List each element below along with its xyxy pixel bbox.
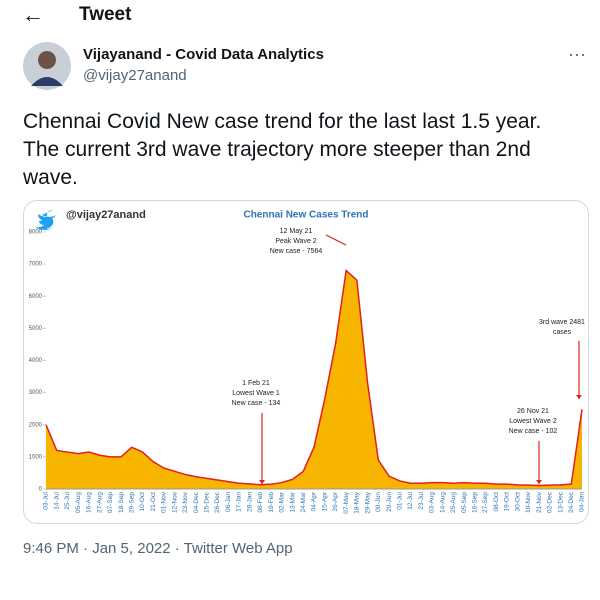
annotation: Peak Wave 2	[275, 238, 316, 245]
x-tick-label: 01-Nov	[161, 491, 168, 513]
x-tick-label: 15-Apr	[321, 491, 328, 511]
x-tick-label: 20-Jun	[386, 492, 393, 512]
x-tick-label: 24-Mar	[300, 491, 307, 512]
area-fill	[46, 270, 582, 489]
x-tick-label: 04-Dec	[193, 491, 200, 513]
arrow-head	[259, 480, 265, 484]
header-title: Tweet	[79, 4, 132, 25]
arrow	[325, 234, 347, 246]
annotation: 1 Feb 21	[242, 380, 270, 387]
author-handle[interactable]: @vijay27anand	[83, 67, 187, 84]
x-tick-label: 16-Sep	[472, 492, 479, 513]
x-tick-label: 26-Dec	[214, 491, 221, 513]
x-tick-label: 12-Jul	[407, 491, 414, 509]
x-tick-label: 14-Jul	[53, 491, 60, 509]
x-tick-label: 28-Jan	[246, 492, 253, 512]
trend-line	[45, 269, 583, 487]
x-tick-label: 21-Oct	[150, 492, 157, 512]
y-tick-label: 6000	[29, 294, 43, 300]
arrow-head	[536, 480, 542, 484]
y-tick-label: 0	[39, 487, 43, 493]
y-tick-label: 4000	[29, 358, 43, 364]
more-button[interactable]: ···	[568, 44, 586, 64]
annotation: Lowest Wave 2	[509, 418, 557, 425]
back-button[interactable]: ←	[22, 2, 44, 27]
y-tick-label: 1000	[29, 454, 43, 460]
author-name[interactable]: Vijayanand - Covid Data Analytics	[83, 46, 324, 63]
x-tick-label: 23-Jul	[418, 491, 425, 509]
annotation: cases	[553, 329, 572, 336]
tweet-text: Chennai Covid New case trend for the las…	[23, 110, 542, 189]
avatar[interactable]	[23, 42, 71, 90]
x-tick-label: 15-Dec	[204, 491, 211, 513]
x-tick-label: 10-Oct	[139, 492, 146, 512]
twitter-logo	[35, 210, 56, 230]
x-tick-label: 23-Nov	[182, 491, 189, 513]
annotation: New case - 102	[509, 428, 558, 435]
watermark: @vijay27anand	[66, 209, 146, 221]
x-tick-label: 16-Aug	[86, 492, 93, 513]
x-tick-label: 27-Sep	[482, 492, 489, 513]
x-tick-label: 10-Nov	[525, 491, 532, 513]
arrow-head	[576, 395, 582, 399]
annotation: 12 May 21	[280, 228, 313, 235]
x-tick-label: 03-Jul	[43, 491, 50, 509]
annotation: 3rd wave 2481	[539, 319, 585, 326]
x-tick-label: 18-May	[354, 491, 361, 513]
x-tick-label: 18-Sep	[118, 492, 125, 513]
x-tick-label: 29-Sep	[128, 492, 135, 513]
chart: @vijay27anand Chennai New Cases Trend 01…	[29, 209, 586, 514]
x-tick-label: 26-Apr	[332, 491, 339, 511]
x-tick-label: 05-Aug	[75, 492, 82, 513]
x-tick-label: 27-Aug	[96, 492, 103, 513]
x-tick-label: 21-Nov	[536, 491, 543, 513]
annotation: 26 Nov 21	[517, 408, 549, 415]
x-tick-label: 29-May	[364, 491, 371, 513]
x-tick-label: 13-Mar	[289, 491, 296, 512]
x-tick-label: 07-Sep	[107, 492, 114, 513]
y-tick-label: 3000	[29, 390, 43, 396]
x-tick-label: 03-Aug	[429, 492, 436, 513]
x-tick-label: 12-Nov	[171, 491, 178, 513]
x-tick-label: 05-Sep	[461, 492, 468, 513]
x-tick-label: 02-Mar	[279, 491, 286, 512]
x-tick-label: 04-Jan	[579, 492, 586, 512]
x-tick-label: 25-Jul	[64, 491, 71, 509]
chart-title: Chennai New Cases Trend	[243, 210, 368, 221]
x-tick-label: 04-Apr	[311, 491, 318, 511]
x-tick-label: 09-Jun	[375, 492, 382, 512]
x-tick-label: 06-Jan	[225, 492, 232, 512]
annotation: New case - 134	[232, 400, 281, 407]
y-tick-label: 8000	[29, 230, 43, 236]
tweet-meta: 9:46 PM · Jan 5, 2022 · Twitter Web App	[23, 540, 293, 557]
x-tick-label: 19-Feb	[268, 492, 275, 513]
x-tick-label: 02-Dec	[547, 491, 554, 513]
x-tick-label: 08-Oct	[493, 492, 500, 512]
x-tick-label: 30-Oct	[514, 492, 521, 512]
x-tick-label: 25-Aug	[450, 492, 457, 513]
y-tick-label: 2000	[29, 422, 43, 428]
x-tick-label: 14-Aug	[439, 492, 446, 513]
x-tick-label: 24-Dec	[568, 491, 575, 513]
x-tick-label: 07-May	[343, 491, 350, 513]
x-tick-label: 01-Jul	[396, 491, 403, 509]
y-tick-label: 7000	[29, 262, 43, 268]
y-tick-label: 5000	[29, 326, 43, 332]
annotation: New case - 7564	[270, 248, 323, 255]
x-tick-label: 13-Dec	[557, 491, 564, 513]
x-tick-label: 19-Oct	[504, 492, 511, 512]
x-tick-label: 17-Jan	[236, 492, 243, 512]
annotation: Lowest Wave 1	[232, 390, 280, 397]
x-tick-label: 08-Feb	[257, 492, 264, 513]
